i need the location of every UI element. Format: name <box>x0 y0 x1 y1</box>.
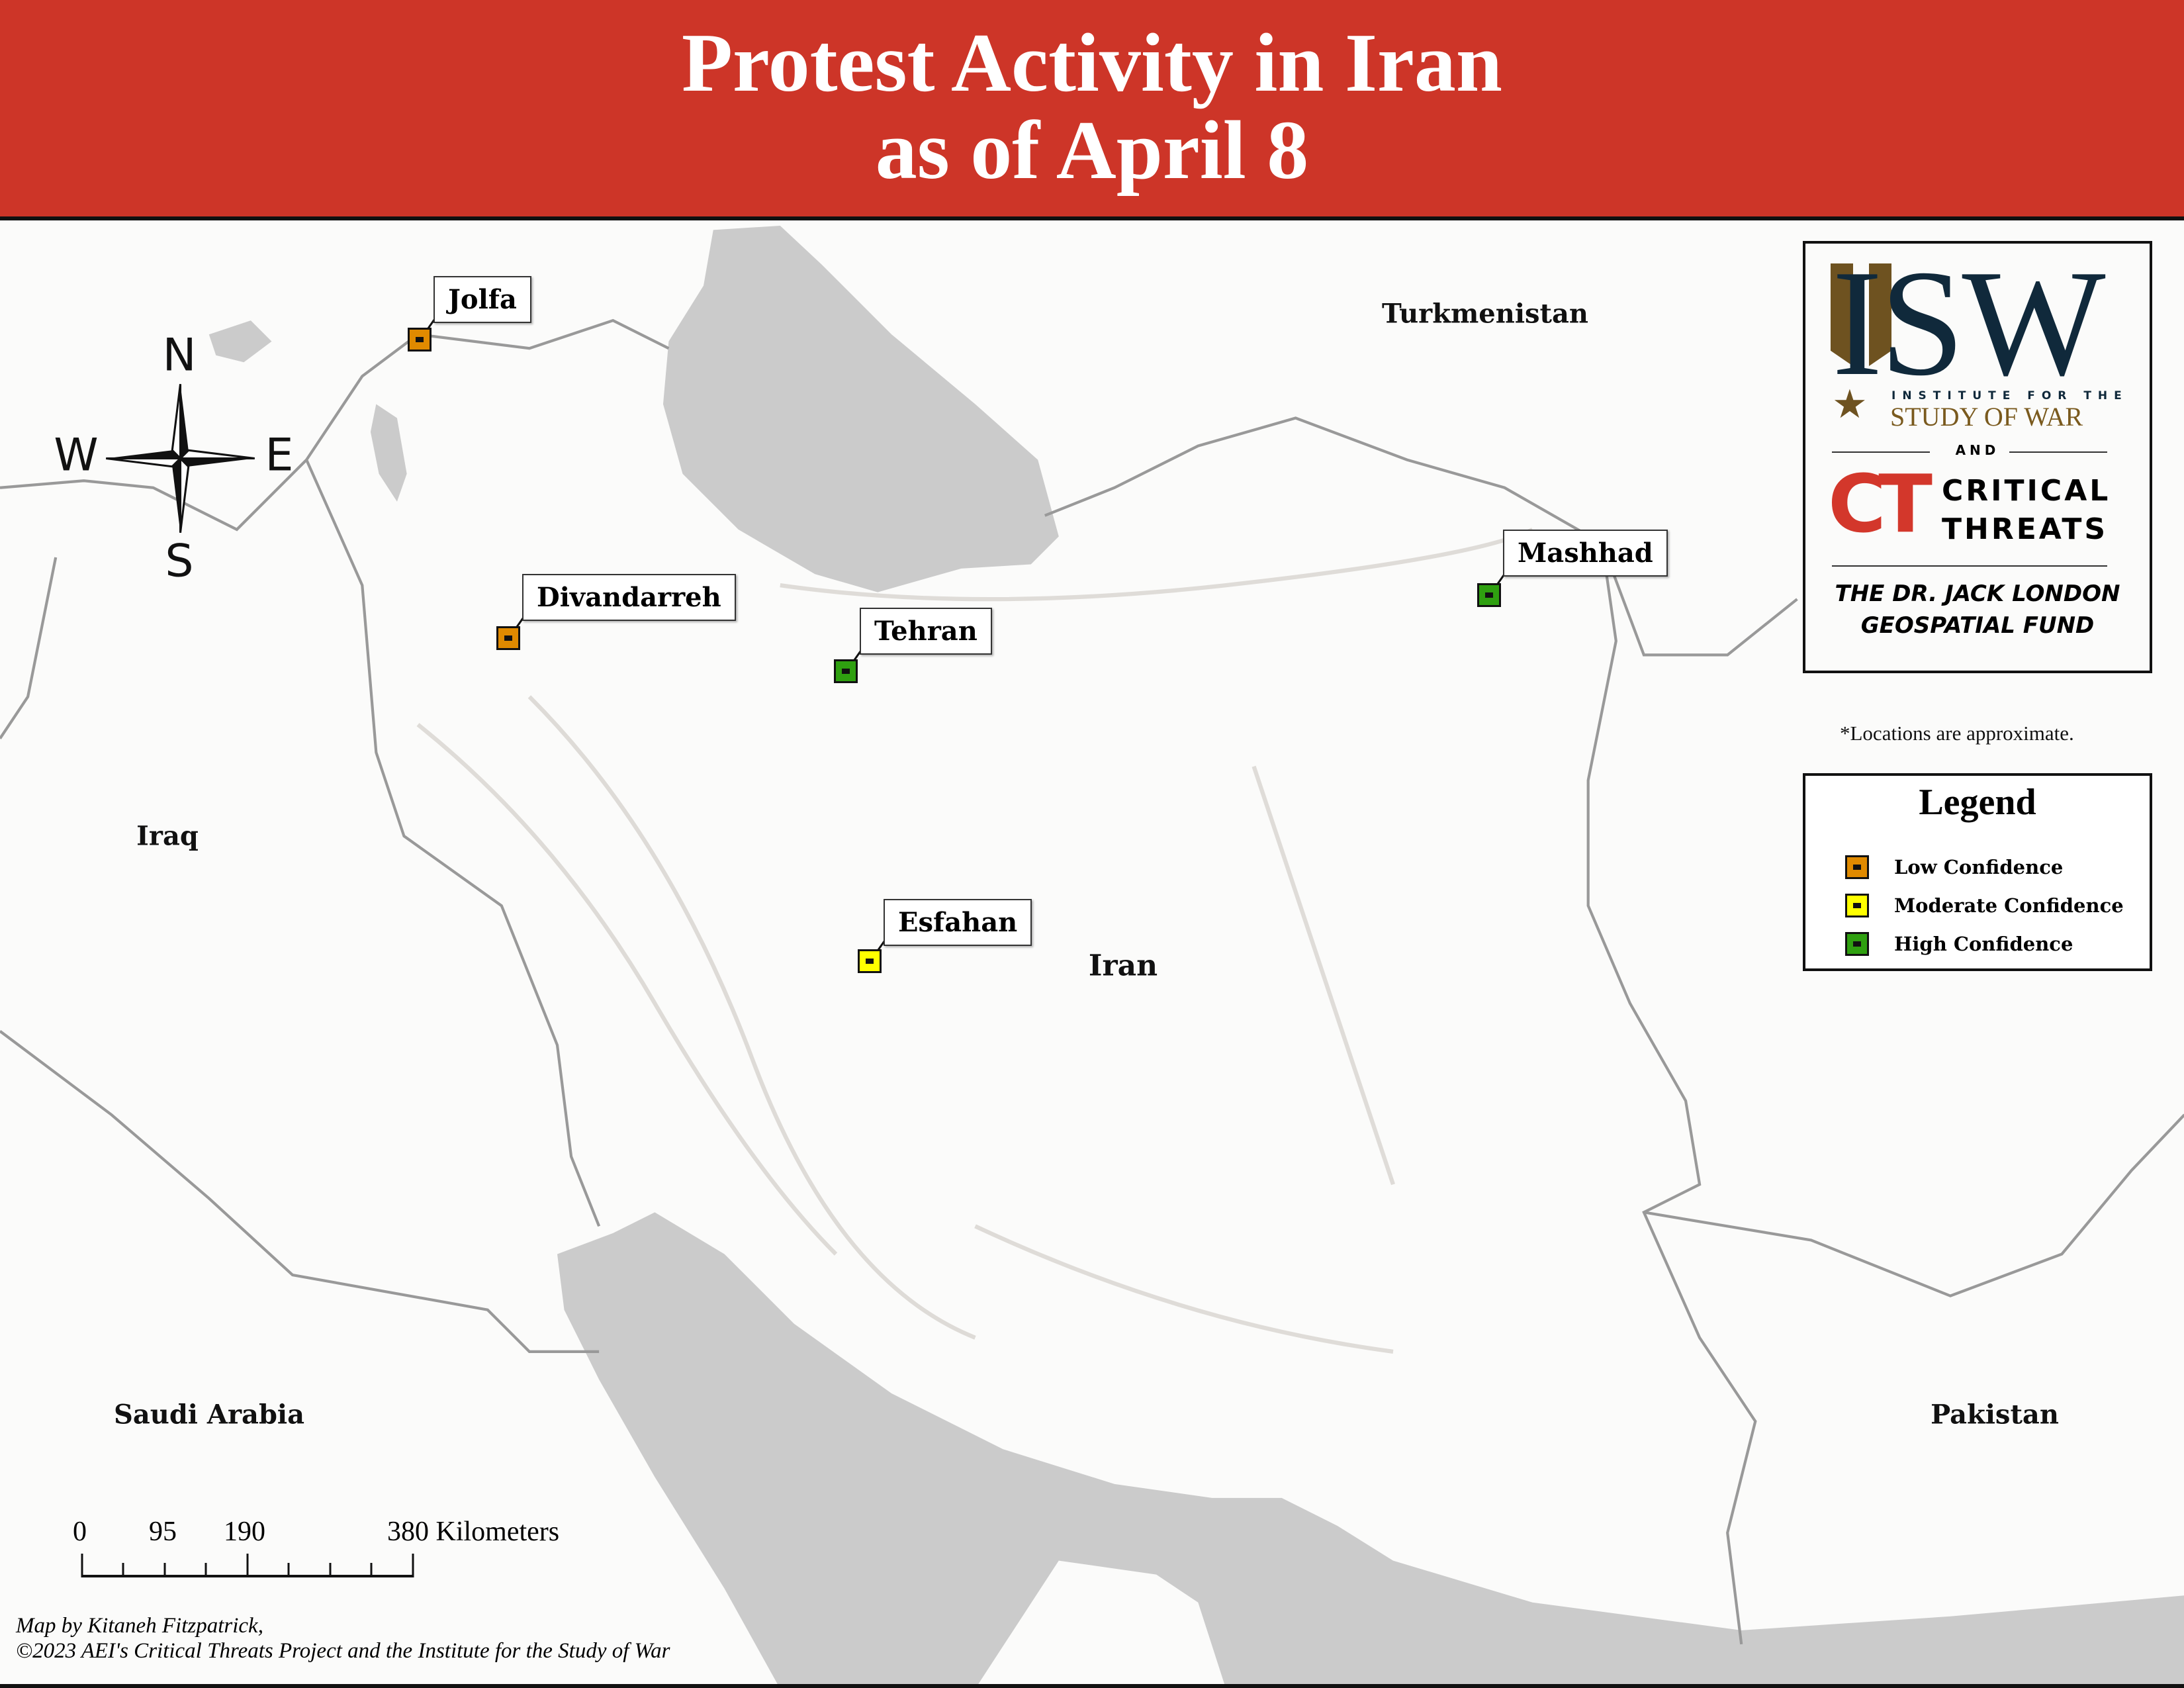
label-esfahan: Esfahan <box>884 899 1032 946</box>
marker-mashhad[interactable] <box>1477 583 1501 607</box>
label-tehran: Tehran <box>860 608 992 655</box>
legend-item-high: High Confidence <box>1845 932 2073 956</box>
country-label-iraq: Iraq <box>136 820 199 852</box>
legend-item-moderate: Moderate Confidence <box>1845 894 2124 917</box>
moderate-confidence-swatch <box>1845 894 1869 917</box>
ct-line2: THREATS <box>1942 512 2109 546</box>
isw-name: STUDY OF WAR <box>1890 402 2083 432</box>
compass-north: N <box>162 329 197 382</box>
isw-ct-logo: ISW ★ INSTITUTE FOR THE STUDY OF WAR AND… <box>1803 241 2152 673</box>
marker-tehran[interactable] <box>834 659 858 683</box>
legend-label: Low Confidence <box>1894 856 2064 878</box>
ct-mark: CT <box>1828 459 1933 551</box>
isw-pillar-icon <box>1831 263 1853 366</box>
caspian-sea <box>662 226 1059 592</box>
ct-line1: CRITICAL <box>1942 474 2111 508</box>
persian-gulf <box>557 1212 2184 1688</box>
isw-wordmark: ISW <box>1832 238 2106 407</box>
compass-south: S <box>165 535 194 588</box>
map-subtitle: as of April 8 <box>875 105 1309 197</box>
country-label-saudi-arabia: Saudi Arabia <box>113 1399 305 1430</box>
scale-tick-label: 380 Kilometers <box>387 1517 560 1547</box>
scale-tick-label: 190 <box>224 1517 265 1547</box>
fund-line2: GEOSPATIAL FUND <box>1860 612 2095 639</box>
compass-east: E <box>265 429 294 482</box>
isw-subtitle: INSTITUTE FOR THE <box>1891 389 2128 402</box>
country-label-pakistan: Pakistan <box>1931 1399 2059 1430</box>
title-banner: Protest Activity in Iran as of April 8 <box>0 0 2184 220</box>
legend: Legend Low Confidence Moderate Confidenc… <box>1803 773 2152 971</box>
label-divandarreh: Divandarreh <box>522 574 736 621</box>
marker-divandarreh[interactable] <box>496 626 520 650</box>
legend-label: High Confidence <box>1894 933 2073 955</box>
logo-and: AND <box>1955 442 2000 458</box>
legend-title: Legend <box>1919 782 2036 823</box>
scale-tick-label: 0 <box>73 1517 87 1547</box>
legend-item-low: Low Confidence <box>1845 855 2063 879</box>
scale-bar-graphic <box>81 1554 414 1577</box>
credit-author: Map by Kitaneh Fitzpatrick, <box>16 1614 263 1638</box>
compass-rose-icon <box>106 384 255 533</box>
low-confidence-swatch <box>1845 855 1869 879</box>
fund-line1: THE DR. JACK LONDON <box>1835 581 2120 607</box>
approximate-note: *Locations are approximate. <box>1840 722 2074 745</box>
label-jolfa: Jolfa <box>433 276 531 323</box>
scale-tick-label: 95 <box>149 1517 177 1547</box>
marker-jolfa[interactable] <box>408 328 432 352</box>
country-label-turkmenistan: Turkmenistan <box>1381 298 1589 330</box>
marker-esfahan[interactable] <box>858 949 882 973</box>
credit-copyright: ©2023 AEI's Critical Threats Project and… <box>16 1639 670 1663</box>
legend-label: Moderate Confidence <box>1894 894 2124 917</box>
map-title: Protest Activity in Iran <box>681 17 1502 109</box>
high-confidence-swatch <box>1845 932 1869 956</box>
borders <box>0 318 2184 1645</box>
lake-urmia <box>370 404 407 502</box>
label-mashhad: Mashhad <box>1503 530 1668 577</box>
star-icon: ★ <box>1832 381 1868 428</box>
compass-west: W <box>54 429 99 482</box>
country-label-iran: Iran <box>1088 949 1158 983</box>
